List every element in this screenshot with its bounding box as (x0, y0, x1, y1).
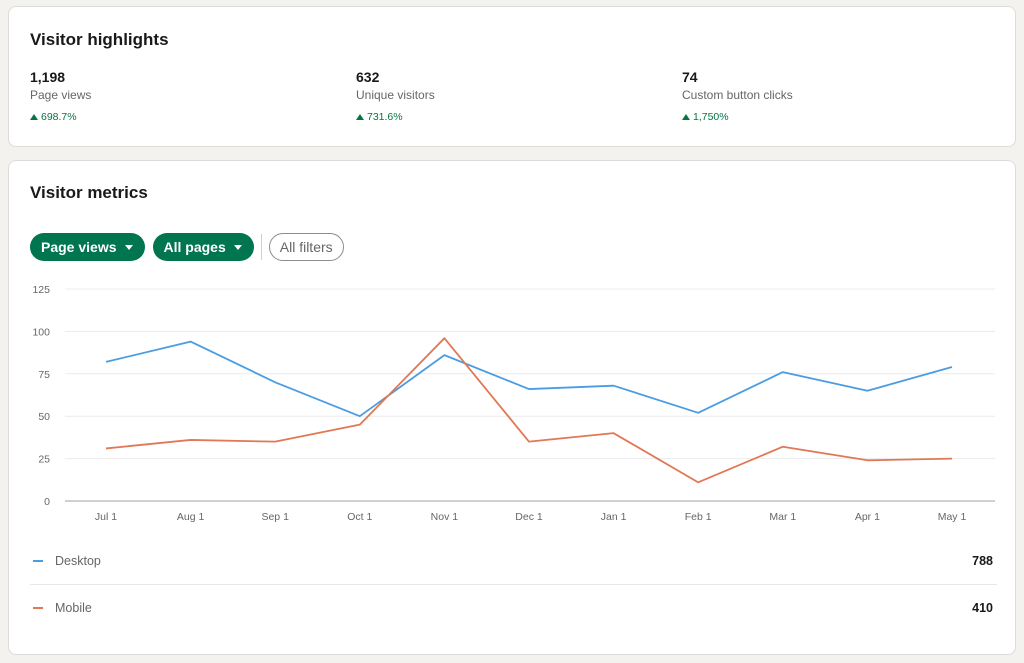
trend-up-icon (356, 114, 364, 120)
y-tick-label: 0 (44, 496, 50, 508)
x-tick-label: Nov 1 (431, 511, 459, 523)
x-tick-label: May 1 (938, 511, 967, 523)
legend-total: 788 (972, 554, 993, 568)
legend-row-desktop[interactable]: Desktop 788 (30, 538, 997, 584)
x-tick-label: Feb 1 (685, 511, 712, 523)
caret-down-icon (233, 244, 242, 250)
y-tick-label: 50 (38, 411, 50, 423)
trend-up-icon (682, 114, 690, 120)
metric-custom-button-clicks[interactable]: 74 Custom button clicks 1,750% (682, 69, 793, 123)
series-line-desktop (105, 340, 953, 418)
visitor-metrics-chart[interactable]: 0 25 50 75 100 125 Jul 1 Aug 1 Sep 1 Oct 1 Nov 1 De… (9, 161, 1015, 541)
metric-change-value: 698.7% (41, 111, 77, 123)
metric-change-value: 731.6% (367, 111, 403, 123)
metric-type-label: Page views (41, 239, 117, 255)
metric-value: 632 (356, 69, 380, 85)
visitor-highlights-title: Visitor highlights (30, 30, 169, 49)
pages-dropdown[interactable]: All pages (152, 233, 254, 261)
x-tick-label: Jul 1 (95, 511, 117, 523)
metric-change-value: 1,750% (693, 111, 729, 123)
legend-row-mobile[interactable]: Mobile 410 (30, 584, 997, 631)
metric-label: Custom button clicks (682, 88, 793, 102)
pages-label: All pages (163, 239, 226, 255)
filter-divider (260, 234, 262, 260)
metric-unique-visitors[interactable]: 632 Unique visitors 731.6% (356, 69, 435, 123)
visitor-metrics-title: Visitor metrics (30, 183, 148, 202)
visitor-metrics-card: Visitor metrics Page views All pages All… (8, 160, 1016, 655)
x-tick-label: Jan 1 (601, 511, 627, 523)
x-tick-label: Oct 1 (347, 511, 372, 523)
x-tick-label: Aug 1 (177, 511, 205, 523)
metric-change: 731.6% (356, 111, 435, 123)
metric-type-dropdown[interactable]: Page views (30, 233, 145, 261)
series-line-mobile (105, 337, 953, 484)
legend-swatch-desktop (33, 560, 43, 562)
visitor-highlights-card: Visitor highlights 1,198 Page views 698.… (8, 6, 1016, 147)
chart-legend: Desktop 788 Mobile 410 (30, 538, 997, 631)
x-tick-label: Dec 1 (515, 511, 543, 523)
metric-change: 698.7% (30, 111, 91, 123)
legend-total: 410 (972, 601, 993, 615)
filter-bar: Page views All pages All filters (30, 233, 344, 261)
legend-name: Mobile (55, 601, 92, 615)
legend-name: Desktop (55, 554, 101, 568)
y-tick-label: 75 (38, 369, 50, 381)
metric-page-views[interactable]: 1,198 Page views 698.7% (30, 69, 91, 123)
all-filters-button[interactable]: All filters (268, 233, 344, 261)
x-tick-label: Apr 1 (855, 511, 880, 523)
metric-change: 1,750% (682, 111, 793, 123)
metric-label: Page views (30, 88, 92, 102)
trend-up-icon (30, 114, 38, 120)
caret-down-icon (124, 244, 133, 250)
y-tick-label: 100 (32, 326, 50, 338)
metric-value: 74 (682, 69, 698, 85)
x-tick-label: Mar 1 (769, 511, 796, 523)
y-tick-label: 125 (32, 284, 50, 296)
metric-label: Unique visitors (356, 88, 435, 102)
legend-swatch-mobile (33, 607, 43, 609)
x-tick-label: Sep 1 (261, 511, 289, 523)
metric-value: 1,198 (30, 69, 66, 85)
y-tick-label: 25 (38, 454, 50, 466)
